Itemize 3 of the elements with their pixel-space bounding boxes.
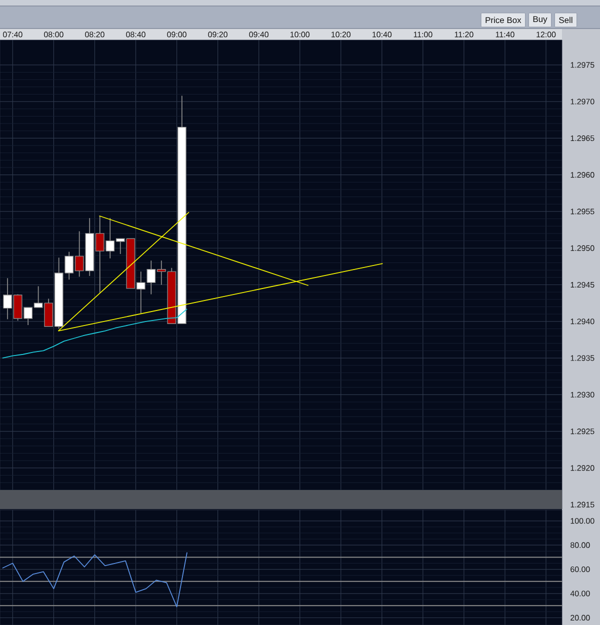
text: Price Box	[486, 16, 522, 24]
text: Sell	[559, 16, 572, 24]
text: Buy	[533, 16, 548, 24]
